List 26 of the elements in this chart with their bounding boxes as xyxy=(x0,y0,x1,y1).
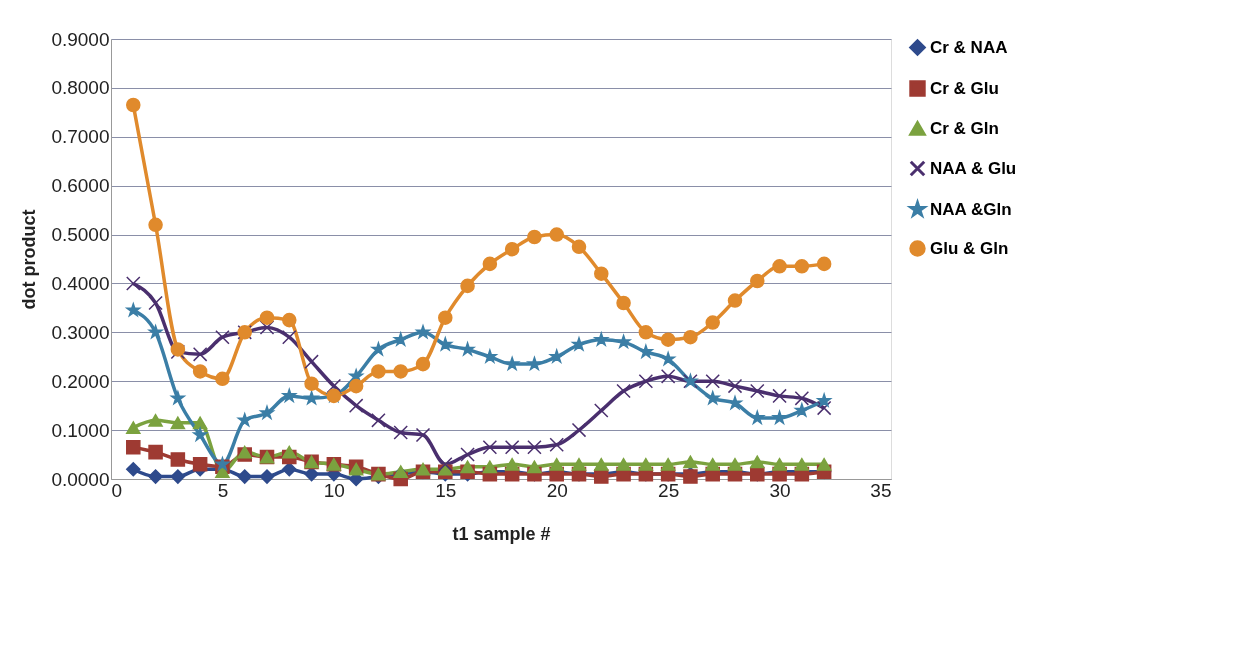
y-tick-label: 0.6000 xyxy=(51,175,110,197)
x-tick-label: 15 xyxy=(435,479,457,501)
legend-label: Cr & Glu xyxy=(930,78,999,98)
x-tick-label: 10 xyxy=(323,479,345,501)
x-tick-label: 25 xyxy=(658,479,680,501)
x-tick-label: 35 xyxy=(870,479,892,501)
y-tick-label: 0.9000 xyxy=(51,28,110,50)
x-tick-label: 30 xyxy=(769,479,791,501)
x-axis-title: t1 sample # xyxy=(452,523,551,544)
legend-label: Cr & Gln xyxy=(930,118,999,138)
y-tick-label: 0.0000 xyxy=(51,468,110,490)
legend-label: Glu & Gln xyxy=(930,238,1009,258)
y-tick-label: 0.4000 xyxy=(51,272,110,294)
y-tick-label: 0.5000 xyxy=(51,224,110,246)
legend-label: NAA & Glu xyxy=(930,158,1017,178)
y-tick-label: 0.1000 xyxy=(51,419,110,441)
y-tick-label: 0.7000 xyxy=(51,126,110,148)
y-tick-label: 0.2000 xyxy=(51,370,110,392)
legend-label: Cr & NAA xyxy=(930,37,1008,57)
x-tick-label: 0 xyxy=(111,479,123,501)
y-axis-title: dot product xyxy=(19,209,40,310)
x-tick-label: 5 xyxy=(217,479,229,501)
y-tick-label: 0.3000 xyxy=(51,321,110,343)
y-tick-label: 0.8000 xyxy=(51,77,110,99)
x-tick-label: 20 xyxy=(546,479,568,501)
legend-label: NAA &Gln xyxy=(930,199,1012,219)
